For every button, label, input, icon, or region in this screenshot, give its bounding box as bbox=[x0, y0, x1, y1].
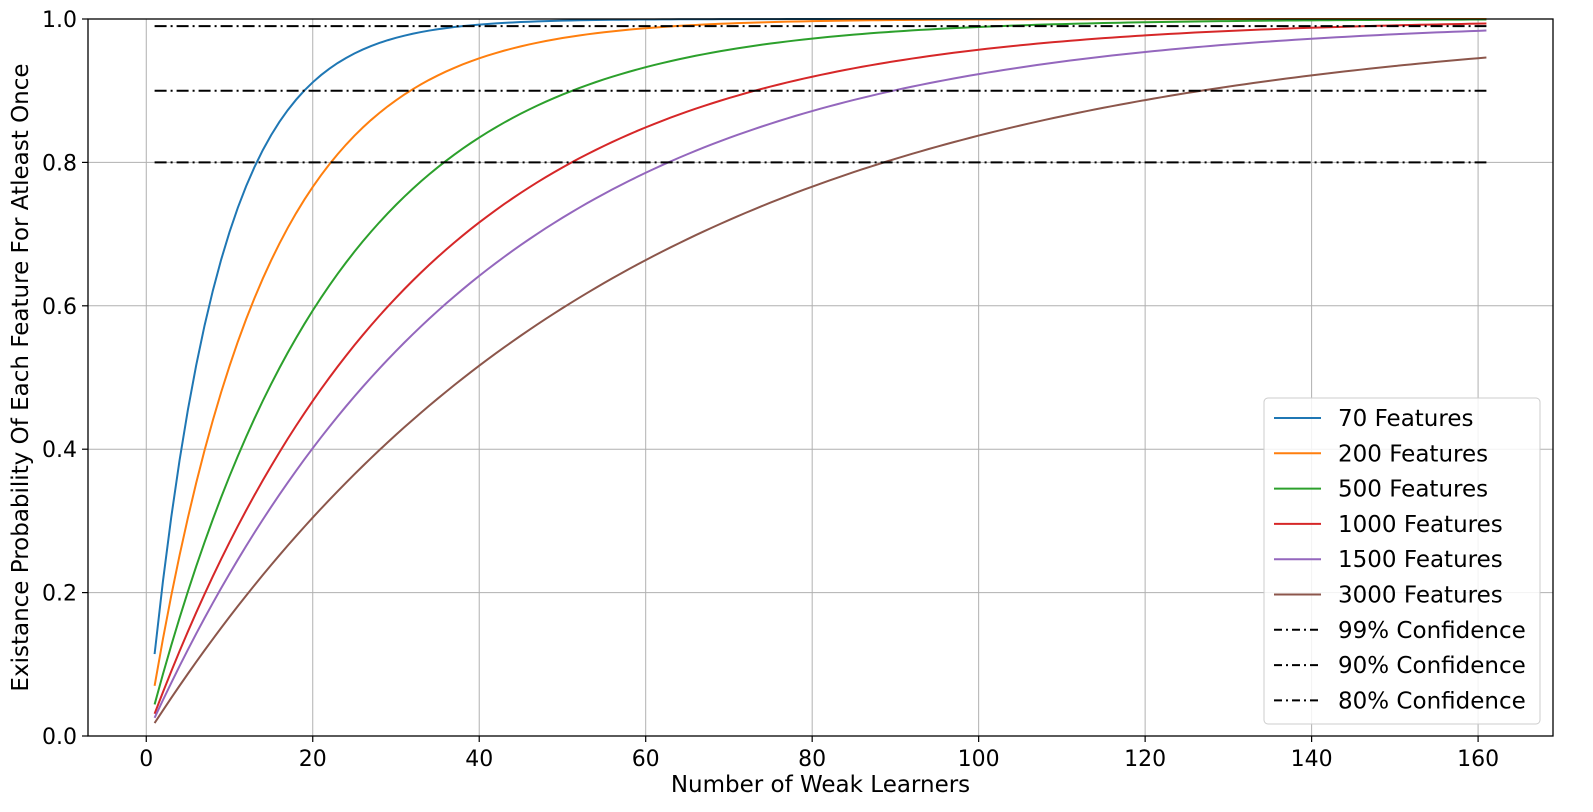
series-line bbox=[153, 56, 1487, 724]
legend-label: 90% Confidence bbox=[1338, 653, 1526, 679]
series-line bbox=[153, 29, 1487, 719]
legend-label: 1500 Features bbox=[1338, 547, 1503, 573]
axis-ticks: 0 20 40 60 80 100 120 140 160 0.0 0.2 0.4 0.6 0.8 1.0 bbox=[42, 8, 1499, 772]
plot-area bbox=[153, 18, 1487, 724]
x-tick-label: 20 bbox=[299, 747, 327, 772]
legend-box bbox=[1263, 397, 1541, 725]
y-tick-label: 0.6 bbox=[42, 295, 77, 320]
x-tick-label: 60 bbox=[632, 747, 660, 772]
x-tick-label: 120 bbox=[1124, 747, 1166, 772]
y-tick-label: 0.0 bbox=[42, 725, 77, 750]
legend-label: 500 Features bbox=[1338, 477, 1488, 503]
legend: 70 Features 200 Features 500 Features 1000 … bbox=[1263, 397, 1541, 725]
y-tick-label: 0.4 bbox=[42, 438, 77, 463]
x-tick-label: 160 bbox=[1457, 747, 1499, 772]
x-tick-label: 140 bbox=[1291, 747, 1333, 772]
series-line bbox=[153, 22, 1487, 715]
y-tick-label: 0.8 bbox=[42, 151, 77, 176]
x-tick-label: 80 bbox=[798, 747, 826, 772]
legend-label: 99% Confidence bbox=[1338, 618, 1526, 644]
x-axis-label: Number of Weak Learners bbox=[671, 772, 970, 798]
plot-frame bbox=[87, 18, 1554, 737]
y-tick-label: 0.2 bbox=[42, 582, 77, 607]
y-axis-label: Existance Probability Of Each Feature Fo… bbox=[8, 63, 34, 691]
series-line bbox=[153, 18, 1487, 705]
x-tick-label: 0 bbox=[139, 747, 153, 772]
legend-label: 1000 Features bbox=[1338, 512, 1503, 538]
legend-label: 200 Features bbox=[1338, 441, 1488, 467]
legend-label: 3000 Features bbox=[1338, 583, 1503, 609]
legend-label: 80% Confidence bbox=[1338, 688, 1526, 714]
x-tick-label: 100 bbox=[958, 747, 1000, 772]
y-tick-label: 1.0 bbox=[42, 8, 77, 33]
legend-label: 70 Features bbox=[1338, 406, 1473, 432]
x-tick-label: 40 bbox=[465, 747, 493, 772]
